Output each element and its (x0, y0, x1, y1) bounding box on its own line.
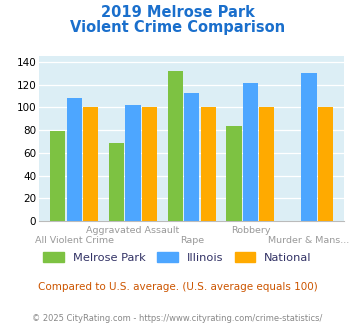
Bar (83, 107, 98, 221)
Bar (168, 71, 183, 221)
Bar (243, 83, 258, 221)
Bar (184, 92, 200, 221)
Legend: Melrose Park, Illinois, National: Melrose Park, Illinois, National (43, 251, 312, 263)
Text: Violent Crime Comparison: Violent Crime Comparison (70, 20, 285, 35)
Bar (226, 125, 242, 221)
Bar (318, 107, 333, 221)
Text: Compared to U.S. average. (U.S. average equals 100): Compared to U.S. average. (U.S. average … (38, 282, 317, 292)
Bar (109, 143, 124, 221)
Text: Aggravated Assault: Aggravated Assault (86, 226, 180, 235)
Bar (142, 107, 157, 221)
Text: All Violent Crime: All Violent Crime (35, 236, 114, 245)
Text: Robbery: Robbery (231, 226, 270, 235)
Bar (201, 107, 216, 221)
Bar (125, 105, 141, 221)
Text: 2019 Melrose Park: 2019 Melrose Park (100, 5, 255, 20)
Bar (259, 107, 274, 221)
Bar (67, 98, 82, 221)
Bar (301, 73, 317, 221)
Bar (50, 131, 65, 221)
Text: Rape: Rape (180, 236, 204, 245)
Text: Murder & Mans...: Murder & Mans... (268, 236, 350, 245)
Text: © 2025 CityRating.com - https://www.cityrating.com/crime-statistics/: © 2025 CityRating.com - https://www.city… (32, 314, 323, 323)
